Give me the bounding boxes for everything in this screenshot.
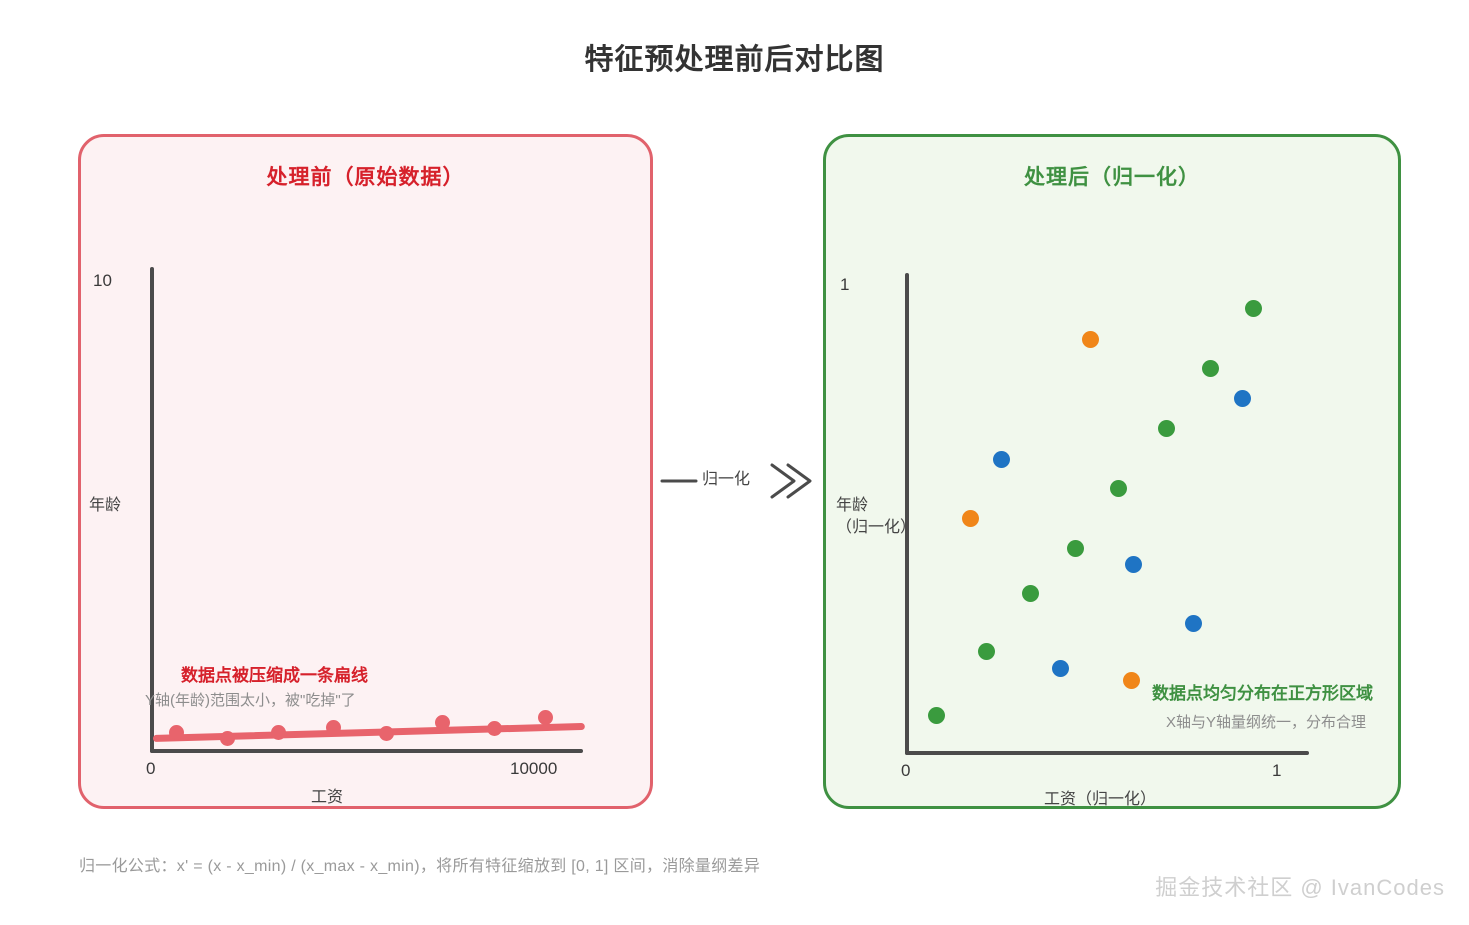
- panel-before-title: 处理前（原始数据）: [266, 166, 465, 189]
- after-data-point-green: [1202, 360, 1219, 377]
- before-x-tick-left: 0: [146, 759, 156, 778]
- before-data-point: [487, 721, 502, 736]
- watermark: 掘金技术社区 @ IvanCodes: [1155, 875, 1445, 900]
- before-annotation-main: 数据点被压缩成一条扁线: [181, 666, 368, 685]
- after-data-point-orange: [962, 510, 979, 527]
- after-data-point-green: [978, 643, 995, 660]
- after-y-axis-label: 年龄 （归一化）: [836, 495, 916, 538]
- normalization-connector: 归一化: [660, 455, 815, 507]
- before-data-point: [220, 731, 235, 746]
- after-x-axis-label: 工资（归一化）: [1044, 791, 1157, 808]
- after-data-point-blue: [1234, 390, 1251, 407]
- panel-after-title: 处理后（归一化）: [1024, 166, 1200, 189]
- after-data-point-green: [928, 707, 945, 724]
- before-data-point: [169, 725, 184, 740]
- after-data-point-green: [1110, 480, 1127, 497]
- panel-after-preprocessing: 处理后（归一化） 1 0 1 年龄 （归一化） 工资（归一化） 数据点均匀分布在…: [823, 134, 1401, 809]
- before-data-point: [271, 725, 286, 740]
- before-data-point: [435, 715, 450, 730]
- double-chevron-right-icon: [660, 463, 812, 499]
- after-x-tick-right: 1: [1272, 761, 1282, 780]
- after-data-point-green: [1245, 300, 1262, 317]
- after-data-point-blue: [1185, 615, 1202, 632]
- after-y-tick-top: 1: [840, 275, 850, 294]
- before-x-axis-label: 工资: [311, 789, 344, 806]
- after-y-axis-label-line1: 年龄: [836, 497, 869, 514]
- after-data-point-blue: [1125, 556, 1142, 573]
- before-data-point: [538, 710, 553, 725]
- page-title: 特征预处理前后对比图: [584, 44, 885, 76]
- panel-before-preprocessing: 处理前（原始数据） 10 0 10000 年龄 工资 数据点被压缩成一条扁线 Y…: [78, 134, 653, 809]
- after-y-axis: [905, 273, 909, 755]
- before-data-point: [326, 720, 341, 735]
- after-x-axis: [905, 751, 1309, 755]
- before-x-tick-right: 10000: [510, 759, 558, 778]
- connector-label: 归一化: [702, 471, 751, 488]
- before-annotation-sub: Y轴(年龄)范围太小，被"吃掉"了: [145, 692, 356, 709]
- before-y-axis: [150, 267, 154, 753]
- before-trend-line: [152, 722, 585, 742]
- after-data-point-blue: [993, 451, 1010, 468]
- before-y-axis-label: 年龄: [89, 497, 122, 514]
- after-annotation-main: 数据点均匀分布在正方形区域: [1152, 684, 1373, 703]
- after-data-point-green: [1022, 585, 1039, 602]
- after-data-point-orange: [1082, 331, 1099, 348]
- after-y-axis-label-line2: （归一化）: [836, 518, 917, 536]
- after-data-point-green: [1158, 420, 1175, 437]
- before-data-point: [379, 726, 394, 741]
- footer-formula: 归一化公式：x' = (x - x_min) / (x_max - x_min)…: [79, 858, 761, 875]
- after-data-point-orange: [1123, 672, 1140, 689]
- after-x-tick-left: 0: [901, 761, 911, 780]
- before-y-tick-top: 10: [93, 271, 112, 290]
- after-annotation-sub: X轴与Y轴量纲统一，分布合理: [1166, 714, 1367, 731]
- after-data-point-green: [1067, 540, 1084, 557]
- before-x-axis: [150, 749, 583, 753]
- after-data-point-blue: [1052, 660, 1069, 677]
